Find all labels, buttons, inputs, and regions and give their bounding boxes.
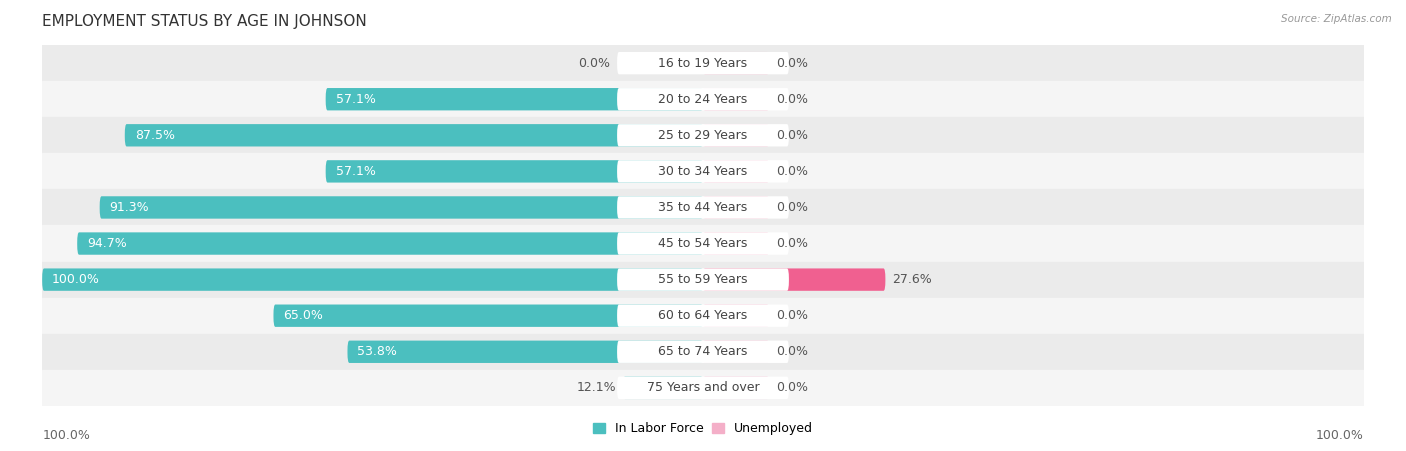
Text: 75 Years and over: 75 Years and over <box>647 382 759 394</box>
FancyBboxPatch shape <box>703 52 769 74</box>
Text: 65 to 74 Years: 65 to 74 Years <box>658 345 748 358</box>
Text: 0.0%: 0.0% <box>776 57 807 69</box>
FancyBboxPatch shape <box>617 124 789 147</box>
Text: 25 to 29 Years: 25 to 29 Years <box>658 129 748 142</box>
Text: EMPLOYMENT STATUS BY AGE IN JOHNSON: EMPLOYMENT STATUS BY AGE IN JOHNSON <box>42 14 367 28</box>
Text: 65.0%: 65.0% <box>284 309 323 322</box>
FancyBboxPatch shape <box>617 304 789 327</box>
Text: 100.0%: 100.0% <box>1316 429 1364 442</box>
FancyBboxPatch shape <box>617 268 789 291</box>
Text: 20 to 24 Years: 20 to 24 Years <box>658 93 748 106</box>
Text: 0.0%: 0.0% <box>776 129 807 142</box>
Bar <box>42 81 1364 117</box>
FancyBboxPatch shape <box>617 232 789 255</box>
Text: 91.3%: 91.3% <box>110 201 149 214</box>
Bar <box>42 189 1364 226</box>
Text: 45 to 54 Years: 45 to 54 Years <box>658 237 748 250</box>
FancyBboxPatch shape <box>623 377 703 399</box>
Bar <box>42 262 1364 298</box>
Text: 0.0%: 0.0% <box>776 201 807 214</box>
Text: 55 to 59 Years: 55 to 59 Years <box>658 273 748 286</box>
FancyBboxPatch shape <box>703 160 769 183</box>
FancyBboxPatch shape <box>273 304 703 327</box>
FancyBboxPatch shape <box>326 160 703 183</box>
FancyBboxPatch shape <box>326 88 703 110</box>
Text: 0.0%: 0.0% <box>776 93 807 106</box>
FancyBboxPatch shape <box>617 52 789 74</box>
Text: 16 to 19 Years: 16 to 19 Years <box>658 57 748 69</box>
Text: 57.1%: 57.1% <box>336 93 375 106</box>
Text: 0.0%: 0.0% <box>776 165 807 178</box>
Text: 100.0%: 100.0% <box>42 429 90 442</box>
Text: 53.8%: 53.8% <box>357 345 398 358</box>
FancyBboxPatch shape <box>703 304 769 327</box>
Text: 0.0%: 0.0% <box>776 309 807 322</box>
Text: 27.6%: 27.6% <box>891 273 932 286</box>
Text: 0.0%: 0.0% <box>776 345 807 358</box>
FancyBboxPatch shape <box>703 341 769 363</box>
Bar <box>42 370 1364 406</box>
FancyBboxPatch shape <box>703 268 886 291</box>
FancyBboxPatch shape <box>703 124 769 147</box>
Bar <box>42 226 1364 262</box>
FancyBboxPatch shape <box>347 341 703 363</box>
Bar <box>42 117 1364 153</box>
Text: 30 to 34 Years: 30 to 34 Years <box>658 165 748 178</box>
FancyBboxPatch shape <box>617 160 789 183</box>
Text: 100.0%: 100.0% <box>52 273 100 286</box>
Text: 87.5%: 87.5% <box>135 129 174 142</box>
Text: 0.0%: 0.0% <box>776 382 807 394</box>
Text: 0.0%: 0.0% <box>776 237 807 250</box>
FancyBboxPatch shape <box>703 196 769 219</box>
FancyBboxPatch shape <box>617 377 789 399</box>
Text: Source: ZipAtlas.com: Source: ZipAtlas.com <box>1281 14 1392 23</box>
Text: 12.1%: 12.1% <box>576 382 616 394</box>
FancyBboxPatch shape <box>42 268 703 291</box>
FancyBboxPatch shape <box>617 196 789 219</box>
Text: 0.0%: 0.0% <box>578 57 610 69</box>
Text: 94.7%: 94.7% <box>87 237 127 250</box>
FancyBboxPatch shape <box>617 88 789 110</box>
FancyBboxPatch shape <box>703 377 769 399</box>
FancyBboxPatch shape <box>77 232 703 255</box>
Bar <box>42 334 1364 370</box>
FancyBboxPatch shape <box>703 88 769 110</box>
Text: 60 to 64 Years: 60 to 64 Years <box>658 309 748 322</box>
FancyBboxPatch shape <box>125 124 703 147</box>
Bar <box>42 298 1364 334</box>
FancyBboxPatch shape <box>703 232 769 255</box>
Bar <box>42 45 1364 81</box>
FancyBboxPatch shape <box>100 196 703 219</box>
FancyBboxPatch shape <box>617 341 789 363</box>
Legend: In Labor Force, Unemployed: In Labor Force, Unemployed <box>588 417 818 440</box>
Text: 57.1%: 57.1% <box>336 165 375 178</box>
Bar <box>42 153 1364 189</box>
Text: 35 to 44 Years: 35 to 44 Years <box>658 201 748 214</box>
